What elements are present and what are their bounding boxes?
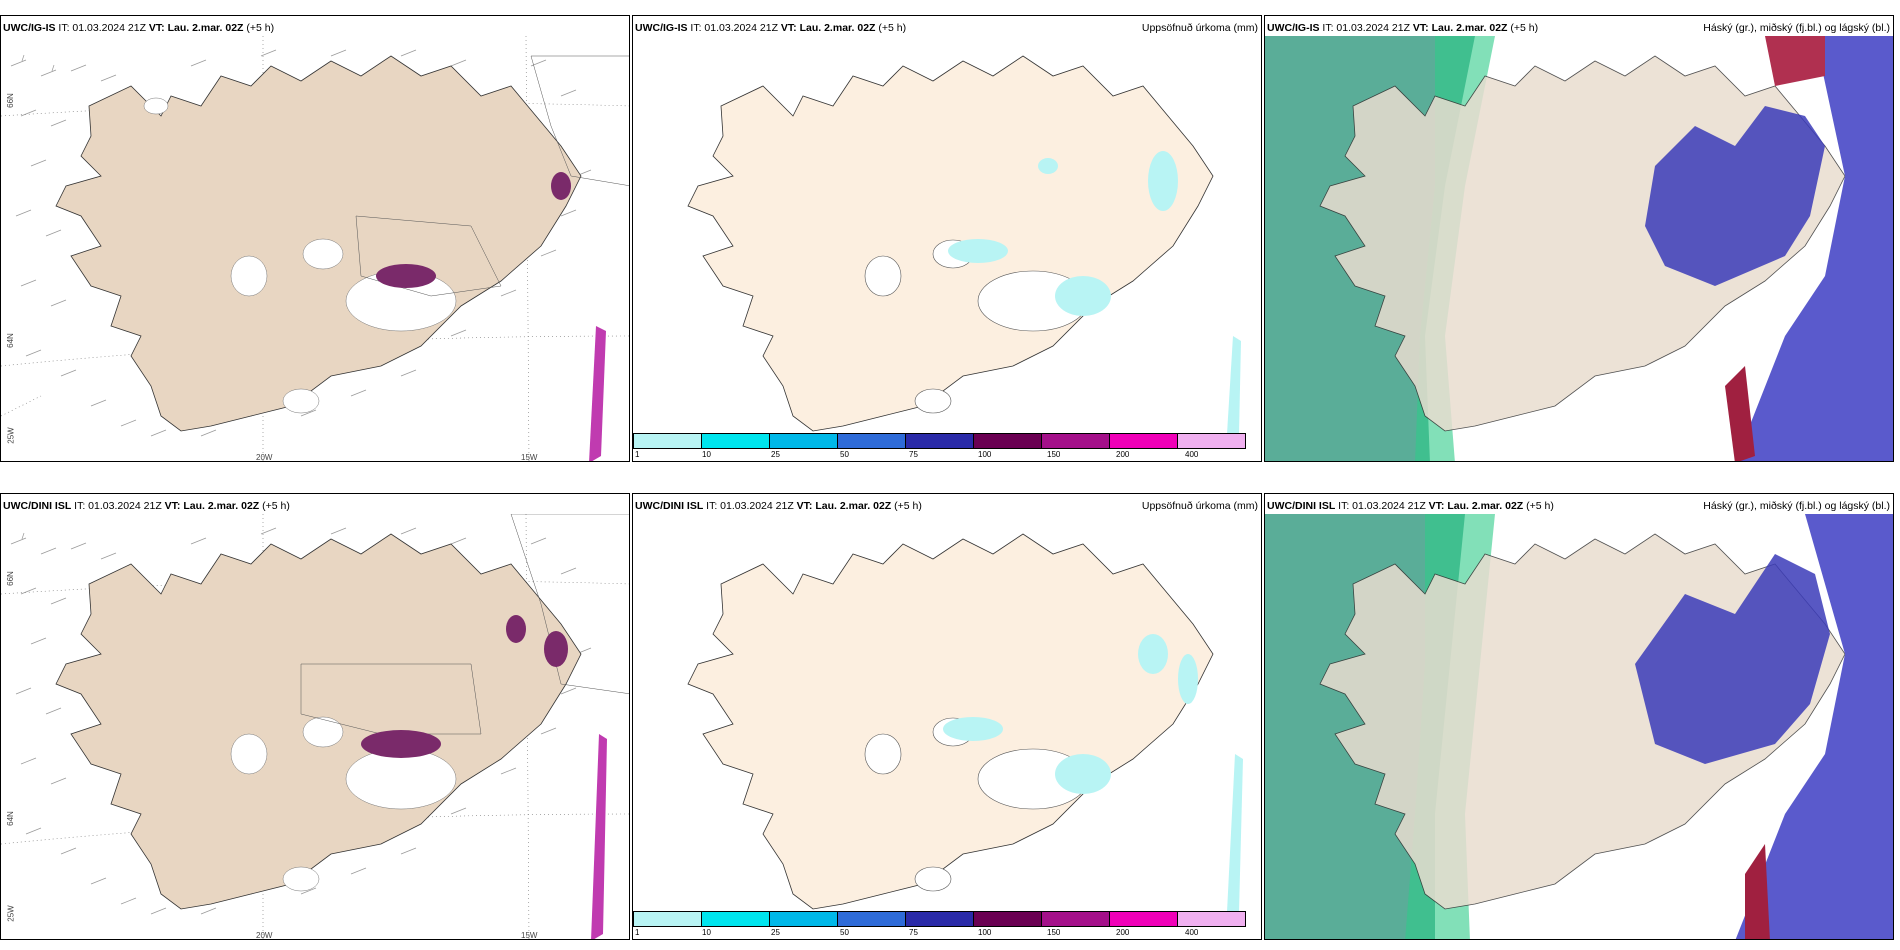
colorbar-tick: 10: [702, 928, 711, 937]
cloud-map: [1265, 514, 1893, 939]
lat-label-66n: 66N: [5, 93, 15, 108]
colorbar-tick: 400: [1185, 928, 1199, 937]
colorbar-tick: 1: [635, 928, 640, 937]
colorbar-swatch-3: [769, 433, 838, 449]
colorbar-tick: 150: [1047, 450, 1061, 459]
hatched-area: [300, 514, 629, 735]
red-cloud: [1745, 844, 1770, 939]
wind-map: [1, 514, 629, 939]
colorbar-swatch-4: [837, 911, 906, 927]
colorbar-swatch-6: [973, 911, 1042, 927]
colorbar-swatch-9: [1177, 911, 1246, 927]
panel-header: UWC/IG-IS IT: 01.03.2024 21Z VT: Lau. 2.…: [3, 22, 275, 34]
colorbar-swatches: [633, 911, 1246, 927]
panel-header: UWC/DINI ISL IT: 01.03.2024 21Z VT: Lau.…: [1267, 500, 1554, 512]
red-cloud: [1765, 36, 1825, 86]
colorbar-swatch-2: [701, 911, 770, 927]
low-cloud-region: [1735, 514, 1893, 939]
cloud-map: [1265, 36, 1893, 461]
light-precip: [948, 151, 1241, 434]
precip-map: [687, 55, 1241, 434]
panel-header: UWC/IG-IS IT: 01.03.2024 21Z VT: Lau. 2.…: [1267, 22, 1539, 34]
hatched-area: [355, 55, 629, 297]
lon-label-15w: 15W: [521, 453, 538, 462]
lat-label-64n: 64N: [5, 333, 15, 348]
colorbar-tick: 200: [1116, 450, 1130, 459]
colorbar-swatches: [633, 433, 1246, 449]
colorbar-swatch-5: [905, 433, 974, 449]
lat-label-66n: 66N: [5, 571, 15, 586]
cloud-map-panel-bottom: UWC/DINI ISL IT: 01.03.2024 21Z VT: Lau.…: [1264, 493, 1894, 940]
panel-header: UWC/DINI ISL IT: 01.03.2024 21Z VT: Lau.…: [3, 500, 290, 512]
snow-patches: [230, 716, 457, 892]
lon-label-20w: 20W: [256, 931, 273, 940]
colorbar-tick: 400: [1185, 450, 1199, 459]
colorbar-swatch-8: [1109, 911, 1178, 927]
colorbar: 1 10 25 50 75 100 150 200 400: [633, 911, 1261, 937]
colorbar-tick: 75: [909, 928, 918, 937]
colorbar-tick: 100: [978, 450, 992, 459]
wind-map-panel-bottom: UWC/DINI ISL IT: 01.03.2024 21Z VT: Lau.…: [0, 493, 630, 940]
purple-precip: [361, 615, 607, 939]
snow-patches: [143, 97, 457, 414]
colorbar-tick: 50: [840, 928, 849, 937]
precip-map: [687, 533, 1243, 912]
mid-cloud-region: [1635, 554, 1830, 764]
low-cloud-region: [1735, 36, 1893, 461]
panel-title: Uppsöfnuð úrkoma (mm): [1141, 500, 1258, 512]
panel-title: Uppsöfnuð úrkoma (mm): [1141, 22, 1258, 34]
colorbar-swatch-5: [905, 911, 974, 927]
cloud-map-panel-top: UWC/IG-IS IT: 01.03.2024 21Z VT: Lau. 2.…: [1264, 15, 1894, 462]
colorbar-swatch-2: [701, 433, 770, 449]
purple-precip: [376, 172, 606, 461]
lon-label-15w: 15W: [521, 931, 538, 940]
colorbar-swatch-1: [633, 911, 702, 927]
colorbar-tick: 100: [978, 928, 992, 937]
colorbar-swatch-1: [633, 433, 702, 449]
colorbar-swatch-7: [1041, 911, 1110, 927]
colorbar-tick: 25: [771, 450, 780, 459]
wind-map: [1, 36, 629, 461]
colorbar-tick: 10: [702, 450, 711, 459]
colorbar-swatch-7: [1041, 433, 1110, 449]
wind-map-panel-top: UWC/IG-IS IT: 01.03.2024 21Z VT: Lau. 2.…: [0, 15, 630, 462]
panel-header: UWC/IG-IS IT: 01.03.2024 21Z VT: Lau. 2.…: [635, 22, 907, 34]
panel-title: Háský (gr.), miðský (fj.bl.) og lágský (…: [1703, 22, 1890, 34]
colorbar: 1 10 25 50 75 100 150 200 400: [633, 433, 1261, 459]
mid-cloud-region: [1645, 106, 1825, 286]
colorbar-tick: 1: [635, 450, 640, 459]
panel-title: Háský (gr.), miðský (fj.bl.) og lágský (…: [1703, 500, 1890, 512]
lon-label-25w: 25W: [6, 427, 16, 444]
light-precip: [943, 634, 1243, 912]
colorbar-swatch-6: [973, 433, 1042, 449]
colorbar-tick: 50: [840, 450, 849, 459]
colorbar-tick: 25: [771, 928, 780, 937]
precip-map-panel-top: UWC/IG-IS IT: 01.03.2024 21Z VT: Lau. 2.…: [632, 15, 1262, 462]
precip-map-panel-bottom: UWC/DINI ISL IT: 01.03.2024 21Z VT: Lau.…: [632, 493, 1262, 940]
colorbar-swatch-3: [769, 911, 838, 927]
lon-label-20w: 20W: [256, 453, 273, 462]
colorbar-tick: 75: [909, 450, 918, 459]
panel-header: UWC/DINI ISL IT: 01.03.2024 21Z VT: Lau.…: [635, 500, 922, 512]
lon-label-25w: 25W: [6, 905, 16, 922]
red-cloud-2: [1725, 366, 1755, 461]
colorbar-swatch-4: [837, 433, 906, 449]
lat-label-64n: 64N: [5, 811, 15, 826]
colorbar-tick: 150: [1047, 928, 1061, 937]
colorbar-tick: 200: [1116, 928, 1130, 937]
colorbar-swatch-9: [1177, 433, 1246, 449]
colorbar-swatch-8: [1109, 433, 1178, 449]
